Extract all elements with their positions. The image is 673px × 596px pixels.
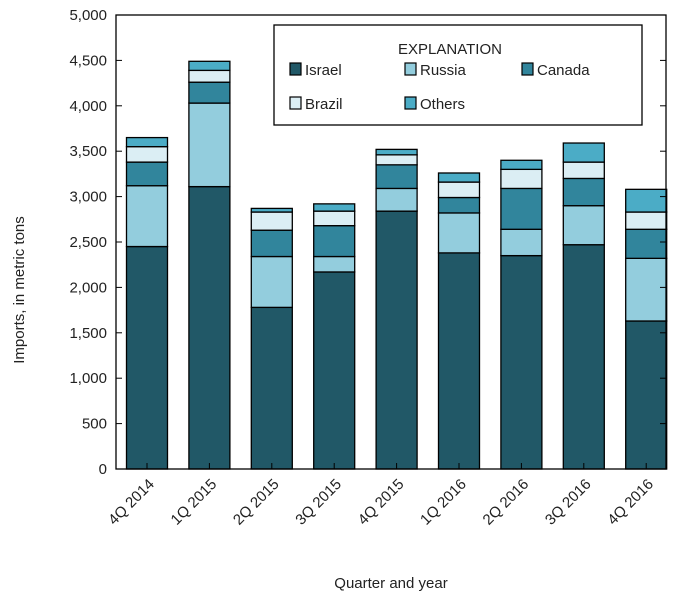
bar-segment-brazil [500, 168, 543, 190]
bar-segment-russia [437, 212, 481, 254]
bar-segment-canada [437, 196, 481, 214]
x-tick-label: 3Q 2016 [542, 476, 595, 529]
bar-segment-canada [125, 161, 169, 187]
y-tick-label: 1,500 [69, 325, 107, 342]
bar-segment-canada [375, 164, 418, 190]
bar-segment-others [437, 172, 481, 183]
bar-segment-israel [250, 306, 293, 470]
legend-label-russia: Russia [420, 62, 467, 79]
bar-segment-brazil [437, 181, 481, 199]
bar-segment-israel [500, 254, 543, 470]
bar-segment-israel [625, 320, 668, 470]
x-tick-label: 2Q 2016 [480, 476, 533, 529]
bar-segment-brazil [125, 146, 169, 163]
y-tick-label: 3,500 [69, 143, 107, 160]
bar-segment-israel [375, 210, 418, 470]
x-tick-label: 2Q 2015 [230, 476, 283, 529]
legend-label-brazil: Brazil [305, 96, 343, 113]
bar-segment-israel [313, 271, 356, 470]
y-tick-label: 4,500 [69, 52, 107, 69]
bar-segment-others [562, 142, 605, 163]
bar-segment-canada [625, 228, 668, 259]
legend-label-israel: Israel [305, 62, 342, 79]
legend-swatch-canada [521, 62, 534, 76]
bar-segment-brazil [562, 161, 605, 180]
x-tick-label: 4Q 2014 [105, 476, 158, 529]
bar-segment-russia [625, 257, 668, 322]
bar-segment-russia [188, 102, 231, 188]
bar-segment-canada [188, 81, 231, 104]
bar-segment-others [188, 60, 231, 72]
legend-box [273, 24, 643, 126]
y-tick-label: 0 [99, 461, 107, 478]
y-tick-label: 2,000 [69, 279, 107, 296]
bar-segment-russia [375, 187, 418, 212]
y-tick-label: 3,000 [69, 189, 107, 206]
bar-segment-israel [437, 252, 481, 470]
bars-layer [125, 60, 668, 470]
bar-segment-others [313, 203, 356, 212]
y-axis-label: Imports, in metric tons [11, 216, 28, 364]
bar-segment-israel [562, 244, 605, 470]
bar-segment-russia [125, 185, 169, 248]
bar-segment-russia [562, 205, 605, 246]
bar-segment-others [250, 207, 293, 213]
bar-segment-canada [500, 187, 543, 230]
x-axis-label: Quarter and year [334, 575, 447, 592]
x-tick-label: 1Q 2016 [417, 476, 470, 529]
bar-segment-canada [250, 229, 293, 258]
bar-segment-brazil [375, 154, 418, 166]
x-tick-label: 4Q 2015 [355, 476, 408, 529]
bar-segment-brazil [188, 69, 231, 83]
legend-label-canada: Canada [537, 62, 590, 79]
legend-swatch-others [404, 96, 417, 110]
bar-segment-canada [562, 177, 605, 207]
legend-label-others: Others [420, 96, 465, 113]
x-tick-label: 4Q 2016 [604, 476, 657, 529]
legend-title: EXPLANATION [398, 41, 502, 58]
bar-segment-canada [313, 225, 356, 258]
legend: EXPLANATION Israel Russia Canada Brazil Othe… [273, 24, 643, 126]
bar-segment-brazil [250, 211, 293, 231]
bar-segment-others [500, 159, 543, 171]
bar-segment-others [625, 188, 668, 213]
y-tick-label: 2,500 [69, 234, 107, 251]
y-tick-label: 5,000 [69, 7, 107, 24]
legend-swatch-russia [404, 62, 417, 76]
y-tick-label: 500 [82, 416, 107, 433]
bar-segment-israel [125, 245, 169, 470]
bar-segment-brazil [625, 211, 668, 230]
bar-segment-russia [250, 255, 293, 309]
x-tick-label: 3Q 2015 [292, 476, 345, 529]
bar-segment-others [125, 136, 169, 148]
bar-segment-russia [313, 255, 356, 273]
y-tick-label: 1,000 [69, 370, 107, 387]
legend-swatch-brazil [289, 96, 302, 110]
y-tick-label: 4,000 [69, 98, 107, 115]
legend-swatch-israel [289, 62, 302, 76]
x-tick-label: 1Q 2015 [168, 476, 221, 529]
bar-segment-israel [188, 185, 231, 470]
bar-segment-russia [500, 228, 543, 257]
bar-segment-others [375, 148, 418, 156]
bar-segment-brazil [313, 210, 356, 227]
